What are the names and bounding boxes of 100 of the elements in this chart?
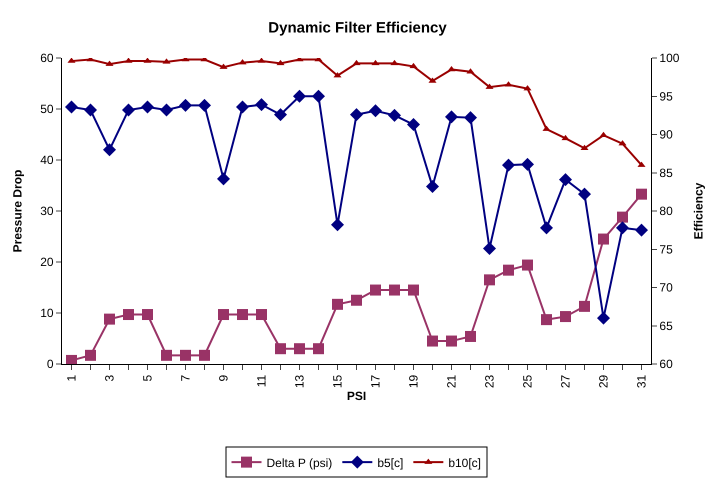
point xyxy=(218,309,229,320)
point xyxy=(198,98,211,112)
point xyxy=(370,284,381,296)
point xyxy=(274,108,287,122)
point xyxy=(484,274,495,286)
point xyxy=(389,284,400,296)
point xyxy=(122,104,135,117)
x-axis-title: PSI xyxy=(346,389,366,404)
point xyxy=(293,90,306,103)
point xyxy=(617,212,628,223)
y-axis-title: Pressure Drop xyxy=(10,170,25,252)
x-tick-label: 11 xyxy=(254,374,268,388)
x-tick-label: 19 xyxy=(406,374,420,388)
point xyxy=(483,242,496,255)
x-tick-label: 29 xyxy=(596,374,610,388)
point xyxy=(445,110,458,124)
y2-tick-label: 60 xyxy=(659,357,674,372)
point xyxy=(503,264,514,276)
point xyxy=(256,309,267,320)
chart-title: Dynamic Filter Efficiency xyxy=(268,20,448,37)
point xyxy=(84,104,97,117)
point xyxy=(313,343,324,354)
point xyxy=(578,188,591,201)
point xyxy=(294,343,305,354)
point xyxy=(161,350,172,361)
point xyxy=(351,294,362,306)
point xyxy=(522,260,533,271)
point xyxy=(237,309,248,320)
point xyxy=(236,100,249,114)
x-tick-label: 27 xyxy=(558,374,572,388)
y2-tick-label: 75 xyxy=(659,242,674,256)
point xyxy=(427,336,438,347)
x-tick-label: 23 xyxy=(482,374,496,388)
x-tick-label: 7 xyxy=(178,374,192,382)
point xyxy=(521,158,534,171)
legend-label: b5[c] xyxy=(377,456,404,470)
y2-axis-title: Efficiency xyxy=(692,182,706,240)
point xyxy=(66,354,77,364)
point xyxy=(598,234,609,245)
y-tick-label: 60 xyxy=(40,51,54,66)
point xyxy=(103,143,116,156)
point xyxy=(332,298,343,310)
point xyxy=(502,158,515,172)
point xyxy=(559,173,572,186)
point xyxy=(560,311,571,322)
point xyxy=(255,98,268,112)
x-tick-label: 9 xyxy=(216,374,230,382)
point xyxy=(350,108,363,122)
y-tick-label: 50 xyxy=(40,102,54,116)
x-tick-label: 5 xyxy=(140,374,154,382)
point xyxy=(199,350,210,361)
y2-tick-label: 90 xyxy=(659,128,674,142)
y2-tick-label: 65 xyxy=(659,318,674,333)
point xyxy=(408,284,419,296)
point xyxy=(540,221,553,234)
y-tick-label: 30 xyxy=(40,204,54,218)
point xyxy=(123,309,134,320)
x-tick-label: 31 xyxy=(634,374,648,388)
point xyxy=(636,188,647,200)
point xyxy=(369,104,382,118)
x-tick-label: 1 xyxy=(64,374,78,382)
point xyxy=(464,111,477,124)
point xyxy=(465,330,476,342)
x-tick-label: 21 xyxy=(444,374,458,388)
x-tick-label: 3 xyxy=(102,374,116,382)
point xyxy=(141,100,154,114)
point xyxy=(312,90,325,103)
point xyxy=(142,309,153,320)
point xyxy=(331,218,344,232)
legend-label: Delta P (psi) xyxy=(266,456,332,470)
point xyxy=(85,350,96,361)
point xyxy=(541,314,552,326)
point xyxy=(179,98,192,112)
point xyxy=(388,108,401,122)
point xyxy=(616,221,629,234)
y2-tick-label: 80 xyxy=(659,204,674,218)
point xyxy=(446,336,457,347)
x-tick-label: 25 xyxy=(520,374,534,388)
y-tick-label: 10 xyxy=(40,306,54,320)
point xyxy=(597,312,610,325)
y2-tick-label: 100 xyxy=(659,51,680,66)
x-tick-label: 17 xyxy=(368,374,382,388)
point xyxy=(104,314,115,325)
point xyxy=(579,300,590,312)
point xyxy=(217,172,230,186)
point xyxy=(160,104,173,117)
point xyxy=(426,180,439,194)
point xyxy=(635,224,648,237)
y-tick-label: 0 xyxy=(46,357,54,372)
point xyxy=(65,100,78,114)
x-tick-label: 13 xyxy=(292,374,306,388)
legend-label: b10[c] xyxy=(448,456,482,470)
x-tick-label: 15 xyxy=(330,374,344,388)
point xyxy=(275,343,286,354)
y-tick-label: 20 xyxy=(40,255,54,270)
point xyxy=(407,118,420,132)
y2-tick-label: 85 xyxy=(659,166,674,180)
y-tick-label: 40 xyxy=(40,153,54,168)
y2-tick-label: 70 xyxy=(659,280,674,295)
y2-tick-label: 95 xyxy=(659,89,674,104)
